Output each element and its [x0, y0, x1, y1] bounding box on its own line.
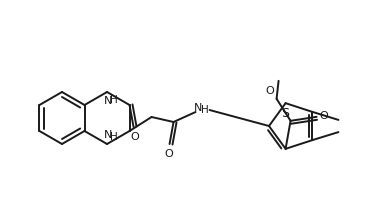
Text: H: H	[201, 105, 208, 115]
Text: O: O	[130, 132, 139, 142]
Text: N: N	[104, 96, 112, 106]
Text: H: H	[110, 132, 118, 142]
Text: O: O	[319, 111, 328, 121]
Text: O: O	[265, 86, 274, 96]
Text: H: H	[110, 95, 118, 105]
Text: N: N	[194, 103, 203, 113]
Text: O: O	[164, 149, 173, 159]
Text: S: S	[282, 107, 289, 120]
Text: N: N	[104, 130, 112, 140]
